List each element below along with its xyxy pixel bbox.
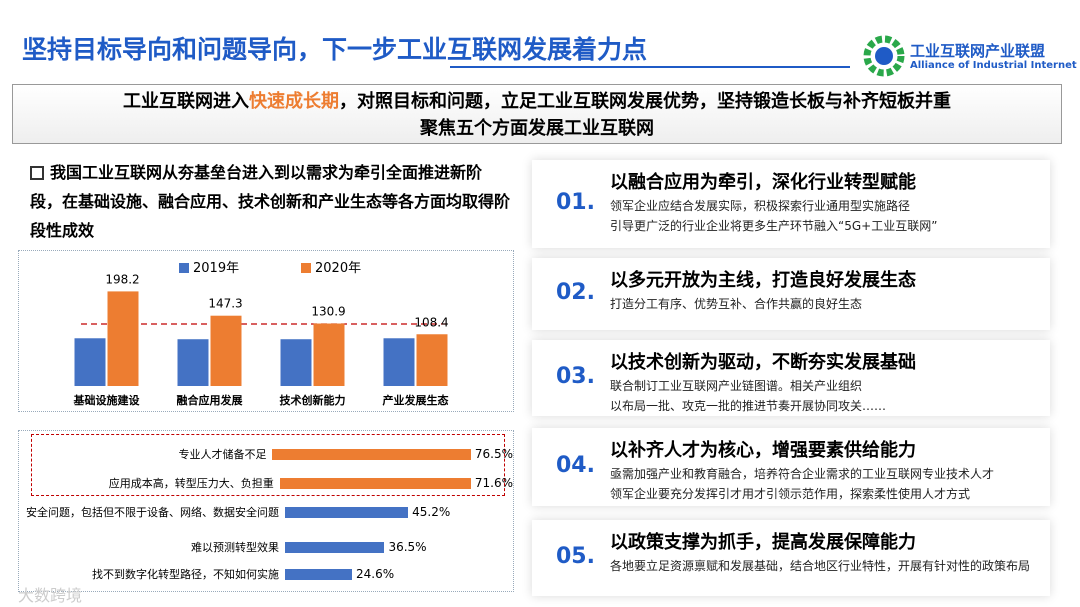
value-label: 36.5% <box>388 540 427 554</box>
item-number: 04. <box>556 453 595 478</box>
value-label: 24.6% <box>356 567 395 581</box>
item-text: 以布局一批、攻克一批的推进节奏开展协同攻关…… <box>610 399 887 413</box>
value-label: 76.5% <box>474 447 513 461</box>
bar <box>285 506 409 518</box>
legend-swatch <box>301 263 311 273</box>
bar-row: 应用成本高，转型压力大、负担重 71.6% <box>19 470 513 496</box>
bar <box>272 448 471 460</box>
bar-row: 难以预测转型效果 36.5% <box>19 534 513 560</box>
bar-chart: 2019年 2020年 198.2 147.3 130.9 108.4 基础设施建设 融合应用… <box>18 250 514 412</box>
bar <box>383 338 415 386</box>
x-tick-label: 基础设施建设 <box>73 393 141 407</box>
y-tick-label: 专业人才储备不足 <box>178 447 267 461</box>
x-tick-label: 技术创新能力 <box>280 393 346 407</box>
highlight-box <box>31 434 505 496</box>
item-title: 以多元开放为主线，打造良好发展生态 <box>610 270 916 291</box>
x-tick-label: 产业发展生态 <box>383 393 449 407</box>
bar <box>416 334 448 386</box>
y-tick-label: 应用成本高，转型压力大、负担重 <box>108 476 274 490</box>
item-card: 03. 以技术创新为驱动，不断夯实发展基础联合制订工业互联网产业链图谱。相关产业组… <box>532 340 1050 416</box>
bar <box>210 315 242 386</box>
item-card: 04. 以补齐人才为核心，增强要素供给能力亟需加强产业和教育融合，培养符合企业需求… <box>532 428 1050 506</box>
banner-text: ，对照目标和问题，立足工业互联网发展优势，坚持锻造长板与补齐短板并重 <box>339 91 951 112</box>
banner-highlight: 快速成长期 <box>249 91 339 112</box>
item-text: 亟需加强产业和教育融合，培养符合企业需求的工业互联网专业技术人才 <box>610 467 995 481</box>
item-text: 领军企业要充分发挥引才用才引领示范作用，探索柔性使用人才方式 <box>610 487 971 501</box>
item-card: 02. 以多元开放为主线，打造良好发展生态打造分工有序、优势互补、合作共赢的良好生… <box>532 258 1050 330</box>
legend-swatch <box>179 263 189 273</box>
logo-en: Alliance of Industrial Internet <box>910 60 1077 71</box>
footer-mark: 大数跨境 <box>18 586 83 605</box>
bar <box>285 568 353 580</box>
value-label: 198.2 <box>105 272 139 286</box>
legend-label: 2019年 <box>193 261 239 276</box>
bar-row: 找不到数字化转型路径，不知如何实施 24.6% <box>19 561 513 587</box>
banner-text: 聚焦五个方面发展工业互联网 <box>420 118 654 139</box>
item-number: 02. <box>556 280 595 305</box>
item-text: 联合制订工业互联网产业链图谱。相关产业组织 <box>610 379 863 393</box>
bar <box>313 323 345 386</box>
item-number: 03. <box>556 364 595 389</box>
legend-label: 2020年 <box>315 261 361 276</box>
item-title: 以技术创新为驱动，不断夯实发展基础 <box>610 352 916 373</box>
item-text: 引导更广泛的行业企业将更多生产环节融入“5G+工业互联网” <box>610 219 938 233</box>
value-label: 45.2% <box>412 505 451 519</box>
value-label: 147.3 <box>208 297 242 311</box>
item-title: 以融合应用为牵引，深化行业转型赋能 <box>610 172 916 193</box>
item-number: 05. <box>556 544 595 569</box>
y-tick-label: 难以预测转型效果 <box>191 540 279 554</box>
bar <box>107 291 139 386</box>
value-label: 71.6% <box>474 476 513 490</box>
bar <box>280 339 312 386</box>
bar <box>74 338 106 386</box>
value-label: 130.9 <box>311 305 345 319</box>
y-tick-label: 安全问题，包括但不限于设备、网络、数据安全问题 <box>26 505 279 519</box>
banner-text: 工业互联网进入 <box>123 91 249 112</box>
item-text: 各地要立足资源禀赋和发展基础，结合地区行业特性，开展有针对性的政策布局 <box>610 559 1031 573</box>
bar-row: 安全问题，包括但不限于设备、网络、数据安全问题 45.2% <box>19 499 513 525</box>
bar-chart-svg: 2019年 2020年 198.2 147.3 130.9 108.4 基础设施建设 融合应用… <box>73 261 449 407</box>
item-card: 01. 以融合应用为牵引，深化行业转型赋能领军企业应结合发展实际，积极探索行业通用… <box>532 160 1050 248</box>
banner: 工业互联网进入快速成长期，对照目标和问题，立足工业互联网发展优势，坚持锻造长板与… <box>12 84 1062 144</box>
item-number: 01. <box>556 190 595 215</box>
logo-icon <box>863 35 905 77</box>
summary: 我国工业互联网从夯基垒台进入到以需求为牵引全面推进新阶段，在基础设施、融合应用、… <box>30 163 511 240</box>
bullet <box>30 166 44 180</box>
title-underline <box>450 66 850 68</box>
bar-row: 专业人才储备不足 76.5% <box>19 441 513 467</box>
item-title: 以补齐人才为核心，增强要素供给能力 <box>610 440 916 461</box>
x-tick-label: 融合应用发展 <box>177 393 244 407</box>
item-text: 打造分工有序、优势互补、合作共赢的良好生态 <box>610 297 863 311</box>
bar <box>285 541 385 553</box>
item-text: 领军企业应结合发展实际，积极探索行业通用型实施路径 <box>610 199 911 213</box>
bar <box>279 477 471 489</box>
title: 坚持目标导向和问题导向，下一步工业互联网发展着力点 <box>22 35 648 64</box>
logo-cn: 工业互联网产业联盟 <box>910 42 1046 60</box>
item-card: 05. 以政策支撑为抓手，提高发展保障能力各地要立足资源禀赋和发展基础，结合地区行… <box>532 520 1050 596</box>
hbar-chart: 专业人才储备不足 76.5% 应用成本高，转型压力大、负担重 71.6% 安全问题，包括… <box>18 430 514 592</box>
item-title: 以政策支撑为抓手，提高发展保障能力 <box>610 532 916 553</box>
bar <box>177 339 209 386</box>
y-tick-label: 找不到数字化转型路径，不知如何实施 <box>92 567 279 581</box>
value-label: 108.4 <box>414 315 448 329</box>
